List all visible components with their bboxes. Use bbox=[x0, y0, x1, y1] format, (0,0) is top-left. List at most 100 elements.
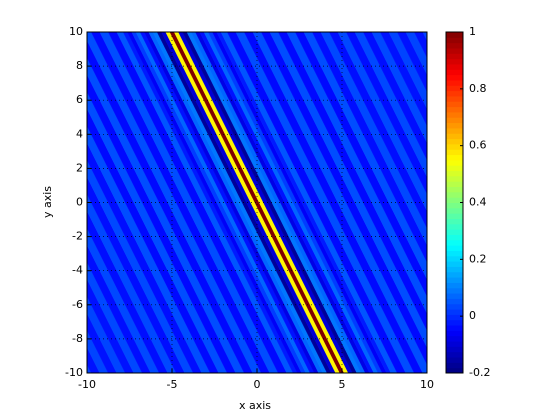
colorbar-swatch bbox=[446, 277, 463, 283]
y-tick-label: 4 bbox=[76, 127, 83, 140]
heat-stripe bbox=[295, 32, 427, 297]
y-tick-label: -2 bbox=[72, 230, 83, 243]
colorbar-swatch bbox=[446, 239, 463, 246]
colorbar-swatch bbox=[446, 314, 463, 321]
heat-stripe bbox=[422, 32, 427, 41]
heat-stripe bbox=[178, 32, 353, 373]
colorbar-swatch bbox=[446, 181, 463, 188]
colorbar-swatch bbox=[446, 357, 463, 363]
colorbar-swatch bbox=[446, 293, 463, 299]
colorbar-swatch bbox=[446, 149, 463, 156]
heat-stripe bbox=[278, 32, 427, 331]
heat-stripe bbox=[91, 32, 270, 373]
y-tick-label: 8 bbox=[76, 59, 83, 72]
colorbar-tick-label: 0.6 bbox=[469, 139, 487, 152]
colorbar-swatch bbox=[446, 223, 463, 230]
colorbar-swatch bbox=[446, 95, 463, 102]
heat-stripe bbox=[303, 32, 427, 280]
heat-stripe bbox=[165, 32, 341, 373]
colorbar-swatch bbox=[446, 341, 463, 347]
heat-stripe bbox=[269, 32, 427, 348]
x-tick-label: 10 bbox=[420, 378, 434, 391]
colorbar-swatch bbox=[446, 191, 463, 198]
colorbar-tick-label: 1 bbox=[469, 25, 476, 38]
heatmap bbox=[87, 32, 427, 373]
colorbar-swatch bbox=[446, 346, 463, 353]
y-tick-label: -10 bbox=[65, 366, 83, 379]
colorbar-swatch bbox=[446, 106, 463, 113]
colorbar-swatch bbox=[446, 53, 463, 60]
colorbar-swatch bbox=[446, 133, 463, 140]
heat-stripe bbox=[169, 32, 345, 373]
colorbar-swatch bbox=[446, 234, 463, 241]
heat-stripe bbox=[156, 32, 332, 373]
colorbar-swatch bbox=[446, 111, 463, 118]
heat-stripe bbox=[235, 32, 415, 373]
colorbar-tick-label: 0.8 bbox=[469, 82, 487, 95]
y-tick-label: 10 bbox=[69, 25, 83, 38]
heat-stripe bbox=[190, 32, 366, 373]
axes: -10 -5 0 5 10 -10 -8 -6 -4 -2 0 2 4 6 8 10 -0.2 0 0.2 0.4 0.… bbox=[65, 25, 490, 391]
colorbar-swatch bbox=[446, 122, 463, 129]
colorbar-swatch bbox=[446, 90, 463, 97]
colorbar-swatch bbox=[446, 197, 463, 203]
plot-frame bbox=[86, 31, 428, 374]
colorbar-swatch bbox=[446, 165, 463, 172]
colorbar-swatch bbox=[446, 74, 463, 81]
heat-stripe bbox=[87, 32, 262, 373]
heat-stripe bbox=[363, 32, 427, 161]
heat-stripe bbox=[116, 32, 294, 373]
heat-stripe bbox=[371, 32, 427, 144]
y-tick-label: 2 bbox=[76, 161, 83, 174]
colorbar-swatch bbox=[446, 127, 463, 134]
heat-stripe bbox=[388, 32, 427, 110]
colorbar-swatch bbox=[446, 37, 463, 44]
colorbar-swatch bbox=[446, 186, 463, 193]
heat-stripe bbox=[244, 32, 423, 373]
colorbar-swatch bbox=[446, 282, 463, 289]
colorbar-swatch bbox=[446, 250, 463, 257]
heat-stripe bbox=[405, 32, 427, 76]
colorbar-swatch bbox=[446, 362, 463, 369]
y-tick-label: 6 bbox=[76, 93, 83, 106]
colorbar-tick-label: 0.4 bbox=[469, 196, 487, 209]
y-tick-label: -4 bbox=[72, 264, 83, 277]
colorbar-swatch bbox=[446, 143, 463, 150]
heat-stripe bbox=[186, 32, 362, 373]
colorbar-swatch bbox=[446, 58, 463, 65]
colorbar-swatch bbox=[446, 79, 463, 86]
heat-stripe bbox=[380, 32, 427, 127]
colorbar-swatch bbox=[446, 261, 463, 267]
heat-stripe bbox=[161, 32, 336, 373]
colorbar-swatch bbox=[446, 207, 463, 214]
colorbar-swatch bbox=[446, 213, 463, 219]
heat-stripe bbox=[195, 32, 370, 373]
colorbar-swatch bbox=[446, 101, 463, 108]
x-tick-label: 0 bbox=[254, 378, 261, 391]
heat-stripe bbox=[286, 32, 427, 314]
heat-stripe bbox=[227, 32, 406, 373]
heat-stripe bbox=[152, 32, 328, 373]
colorbar-swatch bbox=[446, 367, 463, 374]
heat-stripe bbox=[122, 32, 298, 373]
colorbar-swatch bbox=[446, 159, 463, 166]
heat-stripe bbox=[220, 32, 398, 373]
colorbar-swatch bbox=[446, 245, 463, 251]
heat-stripe bbox=[108, 32, 287, 373]
y-tick-label: -6 bbox=[72, 298, 83, 311]
colorbar-swatch bbox=[446, 255, 463, 262]
heat-stripe bbox=[182, 32, 358, 373]
y-tick-label: -8 bbox=[72, 332, 83, 345]
colorbar-swatch bbox=[446, 287, 463, 294]
colorbar-swatch bbox=[446, 170, 463, 177]
x-tick-label: -10 bbox=[78, 378, 96, 391]
colorbar-swatch bbox=[446, 319, 463, 326]
colorbar-swatch bbox=[446, 309, 463, 315]
colorbar-swatch bbox=[446, 202, 463, 209]
colorbar-swatch bbox=[446, 325, 463, 331]
colorbar-swatch bbox=[446, 69, 463, 76]
colorbar-swatch bbox=[446, 303, 463, 310]
x-axis-label: x axis bbox=[239, 399, 271, 412]
colorbar-swatch bbox=[446, 32, 463, 38]
